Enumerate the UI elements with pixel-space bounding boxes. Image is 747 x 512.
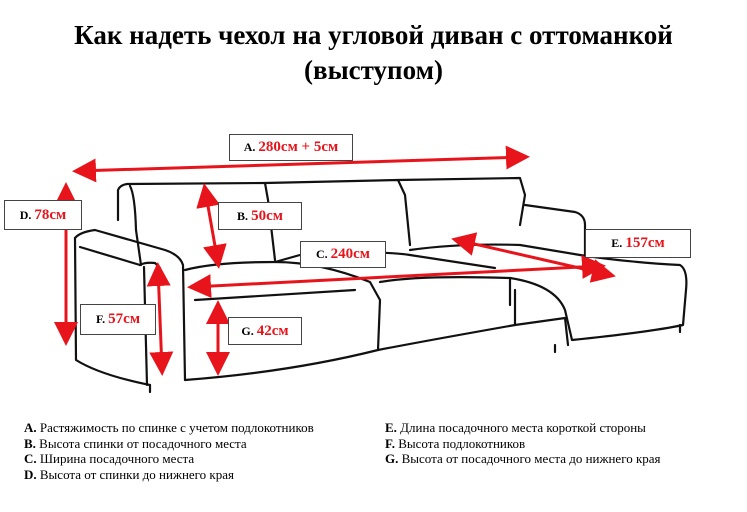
label-e: E. 157см [585, 229, 691, 258]
label-c: C. 240см [300, 241, 386, 268]
label-a-value: 280см + 5см [258, 139, 339, 155]
label-b: B. 50см [218, 202, 302, 230]
legend-item: E. Длина посадочного места короткой стор… [385, 420, 646, 435]
label-f: F. 57см [80, 304, 156, 335]
dimension-arrows [54, 145, 616, 376]
label-a-key: A. [243, 140, 256, 154]
legend-item: G. Высота от посадочного места до нижнег… [385, 451, 661, 466]
label-f-value: 57см [108, 311, 141, 327]
title-line-1: Как надеть чехол на угловой диван с отто… [74, 20, 673, 50]
title-line-2: (выступом) [304, 55, 443, 85]
legend-item: B. Высота спинки от посадочного места [24, 435, 247, 451]
legend-item: C. Ширина посадочного места [24, 451, 195, 466]
legend-item: F. Высота подлокотников [385, 435, 526, 451]
label-d-value: 78см [34, 206, 67, 223]
arrow-f [146, 262, 174, 376]
label-e-value: 157см [625, 235, 665, 251]
label-d-key: D. [19, 207, 32, 222]
label-g-key: G. [241, 323, 254, 338]
arrow-a [72, 145, 530, 183]
label-c-value: 240см [330, 246, 371, 262]
legend-right: E. Длина посадочного места короткой стор… [385, 420, 661, 467]
legend-item: D. Высота от спинки до нижнего края [24, 466, 234, 482]
label-a: A. 280см + 5см [229, 134, 353, 161]
label-g: G. 42см [228, 317, 302, 345]
label-c-key: C. [315, 247, 328, 261]
label-b-key: B. [237, 208, 249, 223]
label-g-value: 42см [256, 322, 289, 339]
arrow-c [187, 254, 606, 299]
sofa-outline [73, 176, 688, 394]
legend-item: A. Растяжимость по спинке с учетом подло… [24, 420, 314, 435]
arrow-b [196, 183, 227, 269]
label-b-value: 50см [251, 207, 283, 224]
arrow-e [451, 232, 616, 283]
label-e-key: E. [611, 236, 623, 250]
label-f-key: F. [95, 312, 106, 326]
label-d: D. 78см [4, 200, 82, 230]
legend-left: A. Растяжимость по спинке с учетом подло… [24, 420, 314, 482]
